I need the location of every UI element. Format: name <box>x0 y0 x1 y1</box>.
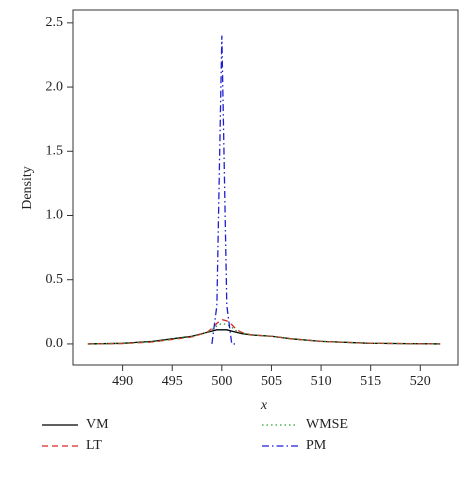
legend-label: WMSE <box>306 417 348 432</box>
x-tick-label: 495 <box>162 374 183 389</box>
series-line <box>87 322 441 345</box>
y-tick-label: 2.5 <box>46 15 64 30</box>
y-axis-label: Density <box>20 166 35 210</box>
y-tick-label: 2.0 <box>46 79 64 94</box>
legend-label: PM <box>306 438 327 453</box>
x-tick-label: 490 <box>112 374 133 389</box>
series-line <box>87 318 441 345</box>
legend-label: LT <box>86 438 102 453</box>
y-tick-label: 1.0 <box>46 208 64 223</box>
x-axis-label: x <box>260 398 268 413</box>
x-tick-label: 505 <box>261 374 282 389</box>
series-line <box>211 35 237 345</box>
x-tick-label: 515 <box>360 374 381 389</box>
x-tick-label: 500 <box>211 374 232 389</box>
x-tick-label: 520 <box>410 374 431 389</box>
y-tick-label: 0.0 <box>46 336 64 351</box>
y-tick-label: 0.5 <box>46 272 64 287</box>
legend-label: VM <box>86 417 109 432</box>
plot-frame <box>72 9 459 366</box>
y-tick-label: 1.5 <box>46 143 64 158</box>
x-tick-label: 510 <box>311 374 332 389</box>
series-line <box>87 329 441 345</box>
